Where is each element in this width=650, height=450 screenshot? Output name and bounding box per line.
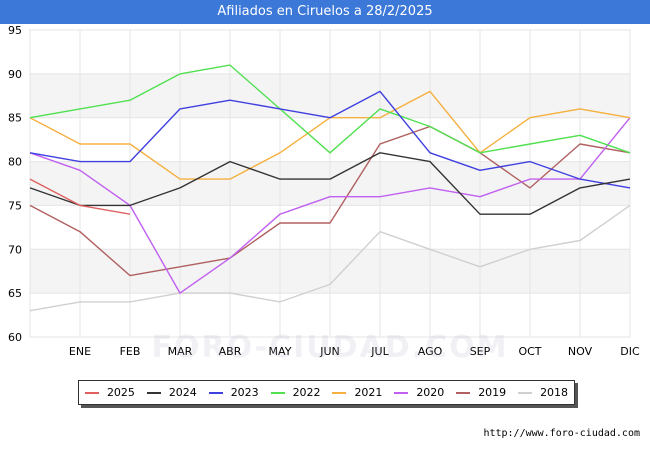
series-line-2025 <box>29 178 131 215</box>
legend-item-2023: 2023 <box>208 386 259 399</box>
series-line-2023 <box>29 90 631 189</box>
x-tick-label: ENE <box>69 345 91 358</box>
legend-label: 2025 <box>106 386 135 399</box>
chart-title: Afiliados en Ciruelos a 28/2/2025 <box>0 0 650 24</box>
series-line-2024 <box>29 152 631 215</box>
series-line-2018 <box>29 204 631 312</box>
x-tick-label: DIC <box>620 345 640 358</box>
x-tick-label: MAR <box>168 345 193 358</box>
legend-swatch <box>208 391 223 394</box>
line-chart: 60 65 70 75 80 85 90 95 ENE FEB MAR ABR MAY JUN JUL AG… <box>8 24 640 358</box>
series-line-2022 <box>29 64 631 154</box>
x-tick-label: OCT <box>518 345 541 358</box>
y-tick-label: 75 <box>8 199 22 212</box>
legend-swatch <box>394 391 409 394</box>
legend-label: 2020 <box>416 386 445 399</box>
x-tick-label: FEB <box>120 345 141 358</box>
legend-label: 2023 <box>230 386 259 399</box>
legend: 2025 2024 2023 2022 2021 2020 2019 2018 <box>78 380 575 405</box>
x-tick-label: JUL <box>370 345 389 358</box>
legend-label: 2019 <box>478 386 507 399</box>
y-tick-label: 70 <box>8 243 22 256</box>
watermark: FORO-CIUDAD.COM <box>151 330 509 365</box>
legend-item-2018: 2018 <box>518 386 568 399</box>
y-tick-label: 95 <box>8 24 22 37</box>
source-url[interactable]: http://www.foro-ciudad.com <box>483 428 640 439</box>
legend-item-2020: 2020 <box>394 386 444 399</box>
x-tick-label: AGO <box>418 345 443 358</box>
x-axis: ENE FEB MAR ABR MAY JUN JUL AGO SEP OCT NOV DIC <box>69 345 640 358</box>
x-tick-label: SEP <box>470 345 491 358</box>
legend-label: 2024 <box>168 386 197 399</box>
legend-swatch <box>456 391 471 394</box>
legend-item-2021: 2021 <box>332 386 382 399</box>
x-tick-label: NOV <box>568 345 593 358</box>
x-tick-label: ABR <box>219 345 242 358</box>
y-tick-label: 90 <box>8 68 22 81</box>
legend-swatch <box>332 391 347 394</box>
y-axis: 60 65 70 75 80 85 90 95 <box>8 24 22 344</box>
y-tick-label: 60 <box>8 331 22 344</box>
legend-swatch <box>270 391 285 394</box>
legend-label: 2018 <box>540 386 569 399</box>
legend-swatch <box>84 391 99 394</box>
series-line-2019 <box>29 125 631 277</box>
x-tick-label: MAY <box>269 345 292 358</box>
y-tick-label: 85 <box>8 112 22 125</box>
y-tick-label: 80 <box>8 156 22 169</box>
legend-item-2019: 2019 <box>456 386 506 399</box>
legend-item-2022: 2022 <box>270 386 321 399</box>
legend-swatch <box>518 391 533 394</box>
y-tick-label: 65 <box>8 287 22 300</box>
series-layer <box>29 64 631 312</box>
x-tick-label: JUN <box>319 345 340 358</box>
legend-label: 2022 <box>292 386 321 399</box>
legend-swatch <box>146 391 161 394</box>
legend-item-2024: 2024 <box>146 386 197 399</box>
legend-label: 2021 <box>354 386 383 399</box>
legend-item-2025: 2025 <box>84 386 135 399</box>
